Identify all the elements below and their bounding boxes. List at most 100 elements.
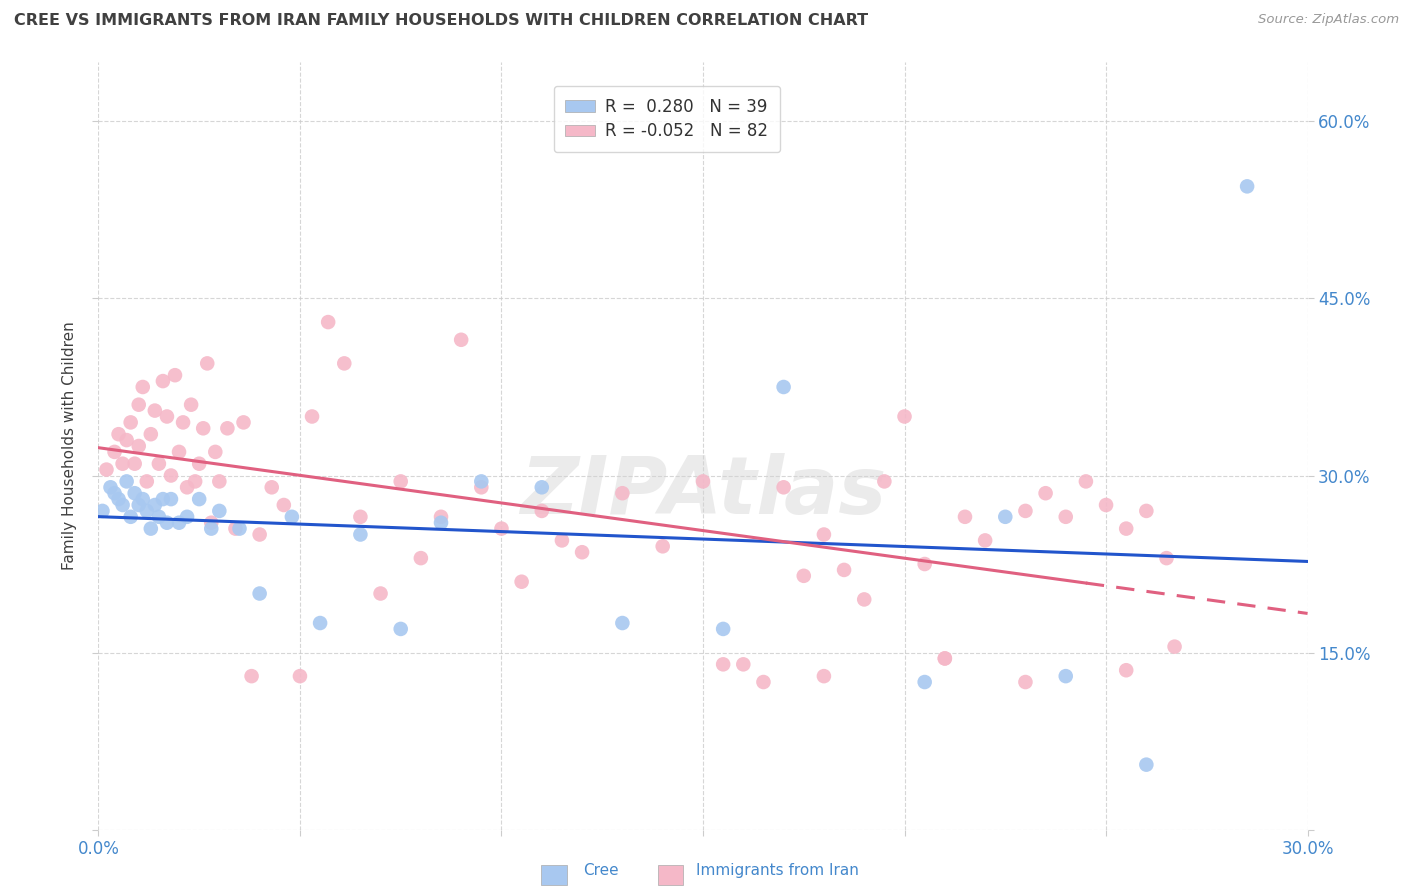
Point xyxy=(111,498,134,512)
Point xyxy=(152,374,174,388)
Point xyxy=(143,498,166,512)
Point xyxy=(176,509,198,524)
Point xyxy=(389,622,412,636)
Point xyxy=(430,516,453,530)
Point xyxy=(249,586,271,600)
Point xyxy=(813,527,835,541)
Point xyxy=(551,533,574,548)
Point xyxy=(128,498,150,512)
Point xyxy=(832,563,855,577)
Text: Cree: Cree xyxy=(583,863,619,878)
Point xyxy=(160,468,183,483)
Point xyxy=(873,475,896,489)
Point xyxy=(349,509,371,524)
Point xyxy=(1115,663,1137,677)
Point xyxy=(193,421,215,435)
Point xyxy=(180,398,202,412)
Point xyxy=(813,669,835,683)
Point xyxy=(733,657,755,672)
Point xyxy=(651,539,673,553)
Point xyxy=(349,527,371,541)
Point xyxy=(204,445,226,459)
Point xyxy=(148,457,170,471)
Point xyxy=(711,657,734,672)
Point xyxy=(1054,669,1077,683)
Point xyxy=(152,492,174,507)
Point xyxy=(711,622,734,636)
Point xyxy=(115,475,138,489)
Point xyxy=(914,675,936,690)
Point xyxy=(309,615,332,630)
Point xyxy=(228,522,250,536)
Point xyxy=(1163,640,1185,654)
Point xyxy=(135,475,157,489)
Point xyxy=(156,409,179,424)
Point xyxy=(530,504,553,518)
Text: CREE VS IMMIGRANTS FROM IRAN FAMILY HOUSEHOLDS WITH CHILDREN CORRELATION CHART: CREE VS IMMIGRANTS FROM IRAN FAMILY HOUS… xyxy=(14,13,868,29)
Point xyxy=(100,480,122,494)
Point xyxy=(124,486,146,500)
Point xyxy=(232,416,254,430)
Point xyxy=(612,615,634,630)
Point xyxy=(132,492,155,507)
Point xyxy=(249,527,271,541)
Point xyxy=(128,439,150,453)
Text: Source: ZipAtlas.com: Source: ZipAtlas.com xyxy=(1258,13,1399,27)
Point xyxy=(1054,509,1077,524)
Point xyxy=(111,457,134,471)
Point xyxy=(409,551,432,566)
Point xyxy=(217,421,239,435)
Point xyxy=(176,480,198,494)
Point xyxy=(120,416,142,430)
Point xyxy=(208,504,231,518)
Point xyxy=(530,480,553,494)
Point xyxy=(107,427,129,442)
Point xyxy=(953,509,976,524)
Point xyxy=(273,498,295,512)
Point xyxy=(103,445,125,459)
Point xyxy=(316,315,339,329)
Point xyxy=(200,522,222,536)
Point xyxy=(1014,504,1036,518)
Point xyxy=(224,522,246,536)
Point xyxy=(288,669,311,683)
Point xyxy=(893,409,915,424)
Point xyxy=(132,380,155,394)
Point xyxy=(96,462,118,476)
Point xyxy=(1236,179,1258,194)
Point xyxy=(853,592,876,607)
Point xyxy=(115,433,138,447)
Point xyxy=(772,480,794,494)
Legend: R =  0.280   N = 39, R = -0.052   N = 82: R = 0.280 N = 39, R = -0.052 N = 82 xyxy=(554,87,780,153)
Point xyxy=(208,475,231,489)
Point xyxy=(1035,486,1057,500)
Point xyxy=(91,504,114,518)
Point xyxy=(107,492,129,507)
Point xyxy=(1095,498,1118,512)
Point xyxy=(120,509,142,524)
Text: ZIPAtlas: ZIPAtlas xyxy=(520,453,886,531)
Point xyxy=(692,475,714,489)
Point xyxy=(612,486,634,500)
Point xyxy=(974,533,997,548)
Point xyxy=(148,509,170,524)
Point xyxy=(172,416,194,430)
Point xyxy=(370,586,392,600)
Point xyxy=(934,651,956,665)
Point xyxy=(184,475,207,489)
Point xyxy=(470,475,492,489)
Point xyxy=(240,669,263,683)
Point xyxy=(160,492,183,507)
Point xyxy=(260,480,283,494)
Point xyxy=(188,492,211,507)
Point xyxy=(934,651,956,665)
Point xyxy=(195,356,218,370)
Point xyxy=(1156,551,1178,566)
Point xyxy=(139,427,162,442)
Point xyxy=(389,475,412,489)
Point xyxy=(491,522,513,536)
Point xyxy=(430,509,453,524)
Point xyxy=(1014,675,1036,690)
Point xyxy=(450,333,472,347)
Point xyxy=(1135,757,1157,772)
